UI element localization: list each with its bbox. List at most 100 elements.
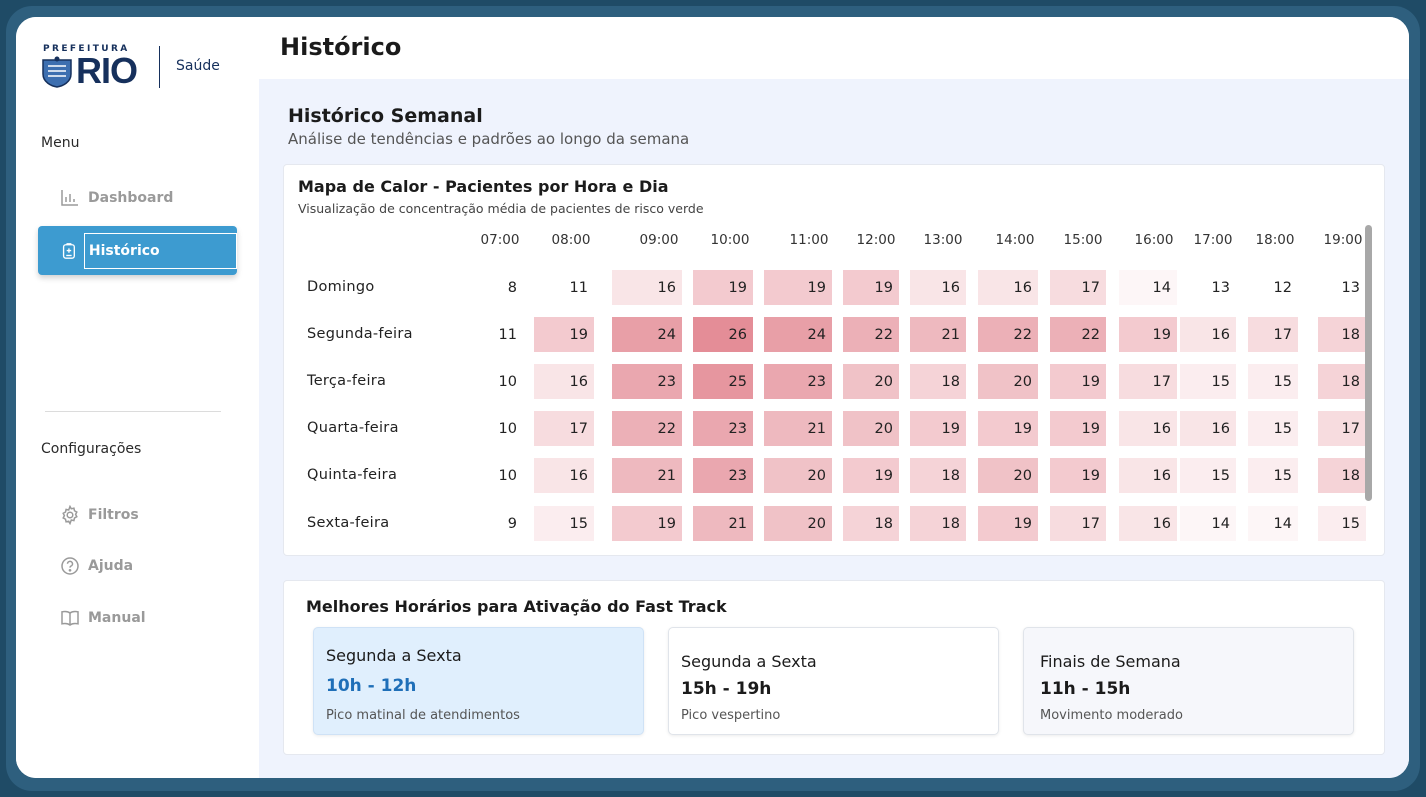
main-content: Histórico Histórico Semanal Análise de t… [259,17,1409,778]
logo-saude: Saúde [176,58,220,74]
sidebar-item-label: Manual [88,610,146,626]
heatmap-cell: 13 [1180,270,1236,305]
heatmap-row-label: Segunda-feira [307,326,413,342]
heatmap-cell: 22 [978,317,1038,352]
heatmap-cell: 22 [612,411,682,446]
crest-icon [42,56,72,88]
heatmap-cell: 15 [1248,411,1298,446]
heatmap-col-header: 19:00 [1323,232,1363,248]
heatmap-col-header: 18:00 [1255,232,1295,248]
top-bar: Histórico [259,17,1409,79]
heatmap-grid: 07:00 08:00 09:00 10:00 11:00 12:00 13:00 14:00… [284,165,1374,557]
config-section-label: Configurações [41,441,142,457]
option-title: Segunda a Sexta [326,646,462,665]
heatmap-col-header: 08:00 [551,232,591,248]
heatmap-cell: 15 [1318,506,1366,541]
heatmap-cell: 16 [534,364,594,399]
heatmap-cell: 10 [473,364,523,399]
heatmap-cell: 20 [764,458,832,493]
heatmap-cell: 11 [473,317,523,352]
heatmap-scrollbar[interactable] [1365,225,1372,501]
heatmap-cell: 20 [843,411,899,446]
heatmap-cell: 14 [1180,506,1236,541]
heatmap-cell: 22 [843,317,899,352]
sidebar-item-label: Histórico [83,232,237,269]
heatmap-cell: 17 [1119,364,1177,399]
heatmap-cell: 19 [978,506,1038,541]
heatmap-cell: 17 [1318,411,1366,446]
sidebar-item-historico[interactable]: Histórico [38,226,237,275]
heatmap-cell: 16 [1119,506,1177,541]
heatmap-cell: 19 [612,506,682,541]
gear-icon [62,505,78,525]
logo-separator [159,46,160,88]
heatmap-cell: 23 [612,364,682,399]
heatmap-row-label: Domingo [307,279,375,295]
heatmap-cell: 11 [534,270,594,305]
sidebar-item-label: Filtros [88,507,139,523]
heatmap-cell: 16 [910,270,966,305]
heatmap-cell: 16 [978,270,1038,305]
heatmap-cell: 15 [1180,364,1236,399]
heatmap-col-header: 10:00 [710,232,750,248]
heatmap-col-header: 15:00 [1063,232,1103,248]
heatmap-cell: 26 [693,317,753,352]
heatmap-cell: 20 [978,458,1038,493]
heatmap-cell: 17 [1050,270,1106,305]
heatmap-cell: 24 [612,317,682,352]
option-description: Movimento moderado [1040,708,1183,723]
heatmap-cell: 21 [612,458,682,493]
option-time: 15h - 19h [681,679,772,699]
menu-section-label: Menu [41,135,80,151]
logo-prefeitura: PREFEITURA [43,44,130,54]
fast-track-card: Melhores Horários para Ativação do Fast … [283,580,1385,755]
option-description: Pico matinal de atendimentos [326,708,520,723]
sidebar-item-ajuda[interactable]: Ajuda [60,551,133,581]
help-circle-icon [61,557,79,575]
heatmap-title: Mapa de Calor - Pacientes por Hora e Dia [298,177,669,196]
heatmap-col-header: 07:00 [480,232,520,248]
fast-track-option-weekend[interactable]: Finais de Semana 11h - 15h Movimento mod… [1023,627,1354,735]
sidebar-item-manual[interactable]: Manual [60,603,146,633]
heatmap-cell: 20 [764,506,832,541]
heatmap-row-label: Quinta-feira [307,467,398,483]
heatmap-row-label: Sexta-feira [307,515,390,531]
heatmap-cell: 18 [1318,317,1366,352]
heatmap-cell: 9 [473,506,523,541]
heatmap-cell: 24 [764,317,832,352]
heatmap-cell: 12 [1248,270,1298,305]
heatmap-cell: 19 [843,458,899,493]
fast-track-title: Melhores Horários para Ativação do Fast … [306,597,727,616]
heatmap-cell: 19 [534,317,594,352]
bar-chart-icon [61,190,78,206]
heatmap-col-header: 09:00 [639,232,679,248]
heatmap-cell: 23 [693,411,753,446]
heatmap-card: Mapa de Calor - Pacientes por Hora e Dia… [283,164,1385,556]
fast-track-option-weekday-evening[interactable]: Segunda a Sexta 15h - 19h Pico vespertin… [668,627,999,735]
heatmap-cell: 19 [1050,364,1106,399]
heatmap-cell: 19 [910,411,966,446]
clipboard-icon [62,242,75,259]
sidebar-item-dashboard[interactable]: Dashboard [60,183,173,213]
heatmap-cell: 16 [612,270,682,305]
heatmap-cell: 19 [843,270,899,305]
heatmap-col-header: 16:00 [1134,232,1174,248]
heatmap-cell: 18 [843,506,899,541]
logo: PREFEITURA RIO Saúde [40,44,240,91]
sidebar-item-label: Ajuda [88,558,134,574]
heatmap-col-header: 17:00 [1193,232,1233,248]
heatmap-cell: 25 [693,364,753,399]
heatmap-cell: 21 [693,506,753,541]
fast-track-option-weekday-morning[interactable]: Segunda a Sexta 10h - 12h Pico matinal d… [313,627,644,735]
heatmap-cell: 19 [1119,317,1177,352]
heatmap-col-header: 12:00 [856,232,896,248]
sidebar-divider [45,411,221,412]
heatmap-cell: 16 [1119,458,1177,493]
heatmap-cell: 19 [1050,411,1106,446]
heatmap-cell: 16 [1180,317,1236,352]
heatmap-cell: 21 [910,317,966,352]
heatmap-subtitle: Visualização de concentração média de pa… [298,201,704,216]
sidebar-item-filtros[interactable]: Filtros [60,500,139,530]
heatmap-cell: 15 [1248,364,1298,399]
heatmap-cell: 16 [1119,411,1177,446]
